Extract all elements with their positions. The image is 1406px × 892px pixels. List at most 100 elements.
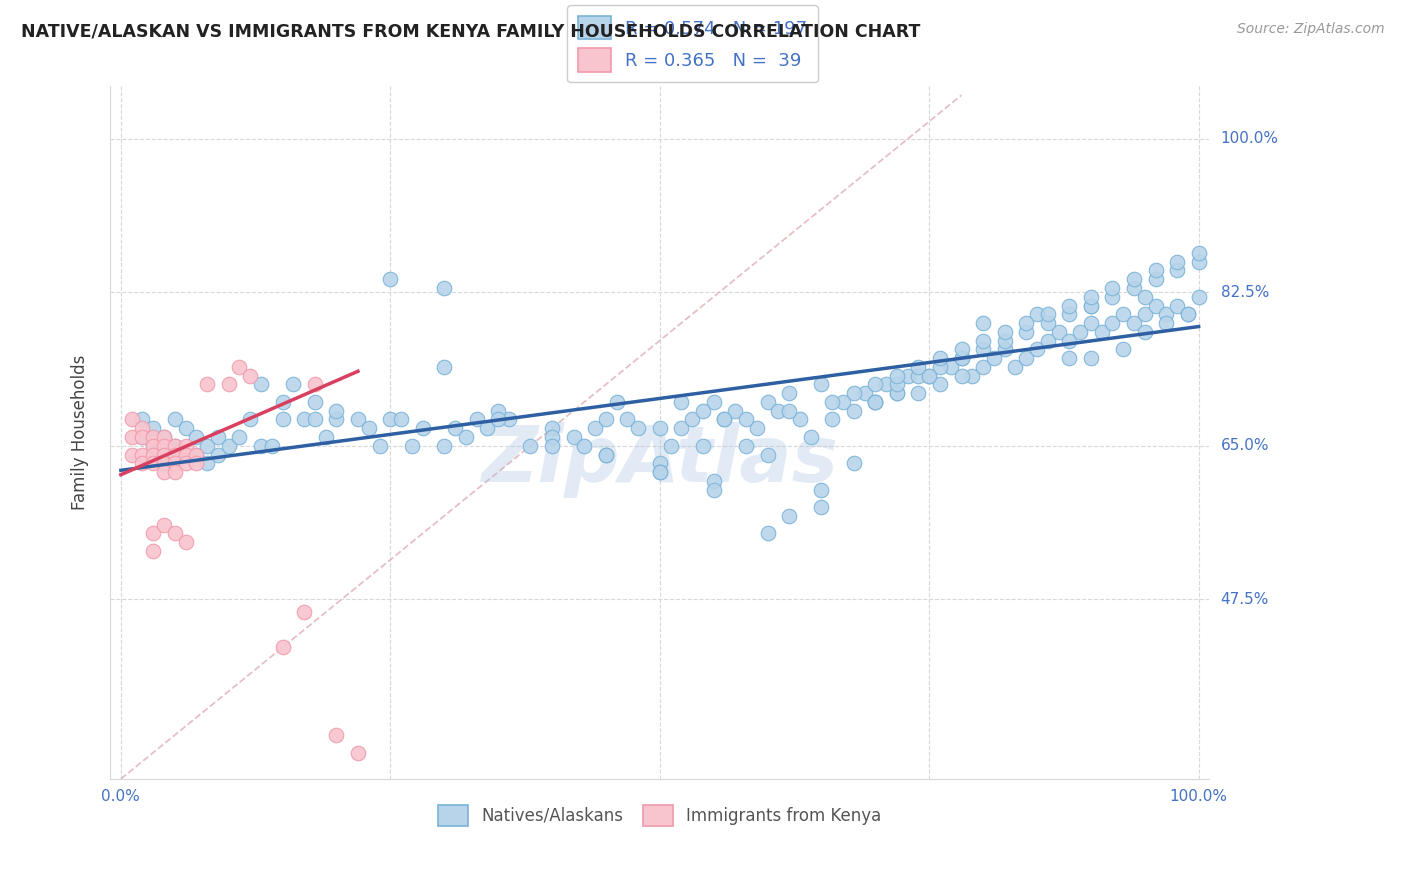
Point (1133, 290, 1156, 304)
Point (1059, 334, 1081, 348)
Point (1144, 263, 1167, 277)
Point (304, 377, 326, 392)
Point (756, 448, 779, 462)
Point (950, 351, 973, 365)
Point (1123, 272, 1146, 286)
Point (671, 395, 693, 409)
Point (142, 544, 165, 558)
Point (1166, 263, 1188, 277)
Point (1156, 307, 1178, 321)
Text: 100.0%: 100.0% (1220, 131, 1278, 146)
Point (153, 517, 176, 532)
Point (131, 430, 153, 444)
Point (1047, 325, 1070, 339)
Point (174, 535, 197, 549)
Point (433, 439, 456, 453)
Point (778, 508, 800, 523)
Point (1036, 334, 1059, 348)
Point (842, 403, 865, 417)
Point (1059, 307, 1081, 321)
Point (519, 439, 541, 453)
Text: ZipAtlas: ZipAtlas (481, 422, 838, 499)
Point (1144, 299, 1167, 313)
Point (1101, 290, 1123, 304)
Point (865, 395, 887, 409)
Point (929, 359, 952, 374)
Point (153, 456, 176, 470)
Point (142, 526, 165, 541)
Point (918, 368, 941, 383)
Point (907, 359, 929, 374)
Point (186, 430, 208, 444)
Point (907, 368, 929, 383)
Point (994, 334, 1017, 348)
Point (163, 526, 186, 541)
Point (778, 403, 800, 417)
Point (703, 474, 725, 488)
Point (616, 412, 638, 426)
Point (972, 343, 994, 357)
Y-axis label: Family Households: Family Households (72, 355, 89, 510)
Point (972, 359, 994, 374)
Point (703, 483, 725, 497)
Point (929, 351, 952, 365)
Text: Source: ZipAtlas.com: Source: ZipAtlas.com (1237, 22, 1385, 37)
Point (380, 412, 402, 426)
Point (562, 430, 585, 444)
Text: 82.5%: 82.5% (1220, 285, 1268, 300)
Point (142, 430, 165, 444)
Point (595, 448, 617, 462)
Point (1101, 281, 1123, 295)
Point (186, 448, 208, 462)
Point (325, 403, 347, 417)
Point (444, 421, 467, 435)
Point (1123, 281, 1146, 295)
Point (1059, 299, 1081, 313)
Point (735, 412, 758, 426)
Point (627, 421, 650, 435)
Point (703, 395, 725, 409)
Point (886, 386, 908, 401)
Point (1188, 254, 1211, 268)
Point (821, 395, 844, 409)
Point (606, 395, 628, 409)
Point (810, 483, 832, 497)
Point (153, 448, 176, 462)
Point (131, 430, 153, 444)
Point (810, 500, 832, 515)
Point (595, 448, 617, 462)
Point (907, 386, 929, 401)
Point (357, 421, 380, 435)
Point (228, 359, 250, 374)
Point (648, 456, 671, 470)
Point (950, 343, 973, 357)
Point (195, 377, 218, 392)
Point (207, 448, 229, 462)
Point (821, 412, 844, 426)
Point (304, 412, 326, 426)
Point (1133, 325, 1156, 339)
Point (832, 395, 855, 409)
Point (153, 430, 176, 444)
Text: 47.5%: 47.5% (1220, 591, 1268, 607)
Point (886, 386, 908, 401)
Point (131, 421, 153, 435)
Point (121, 448, 143, 462)
Point (142, 439, 165, 453)
Point (994, 325, 1017, 339)
Point (1123, 316, 1146, 330)
Point (842, 386, 865, 401)
Point (713, 412, 735, 426)
Point (1004, 359, 1026, 374)
Point (163, 439, 186, 453)
Point (671, 421, 693, 435)
Point (347, 412, 370, 426)
Point (325, 412, 347, 426)
Point (1080, 351, 1102, 365)
Point (433, 359, 456, 374)
Point (174, 448, 197, 462)
Point (142, 421, 165, 435)
Point (1166, 299, 1188, 313)
Point (724, 403, 747, 417)
Point (218, 377, 240, 392)
